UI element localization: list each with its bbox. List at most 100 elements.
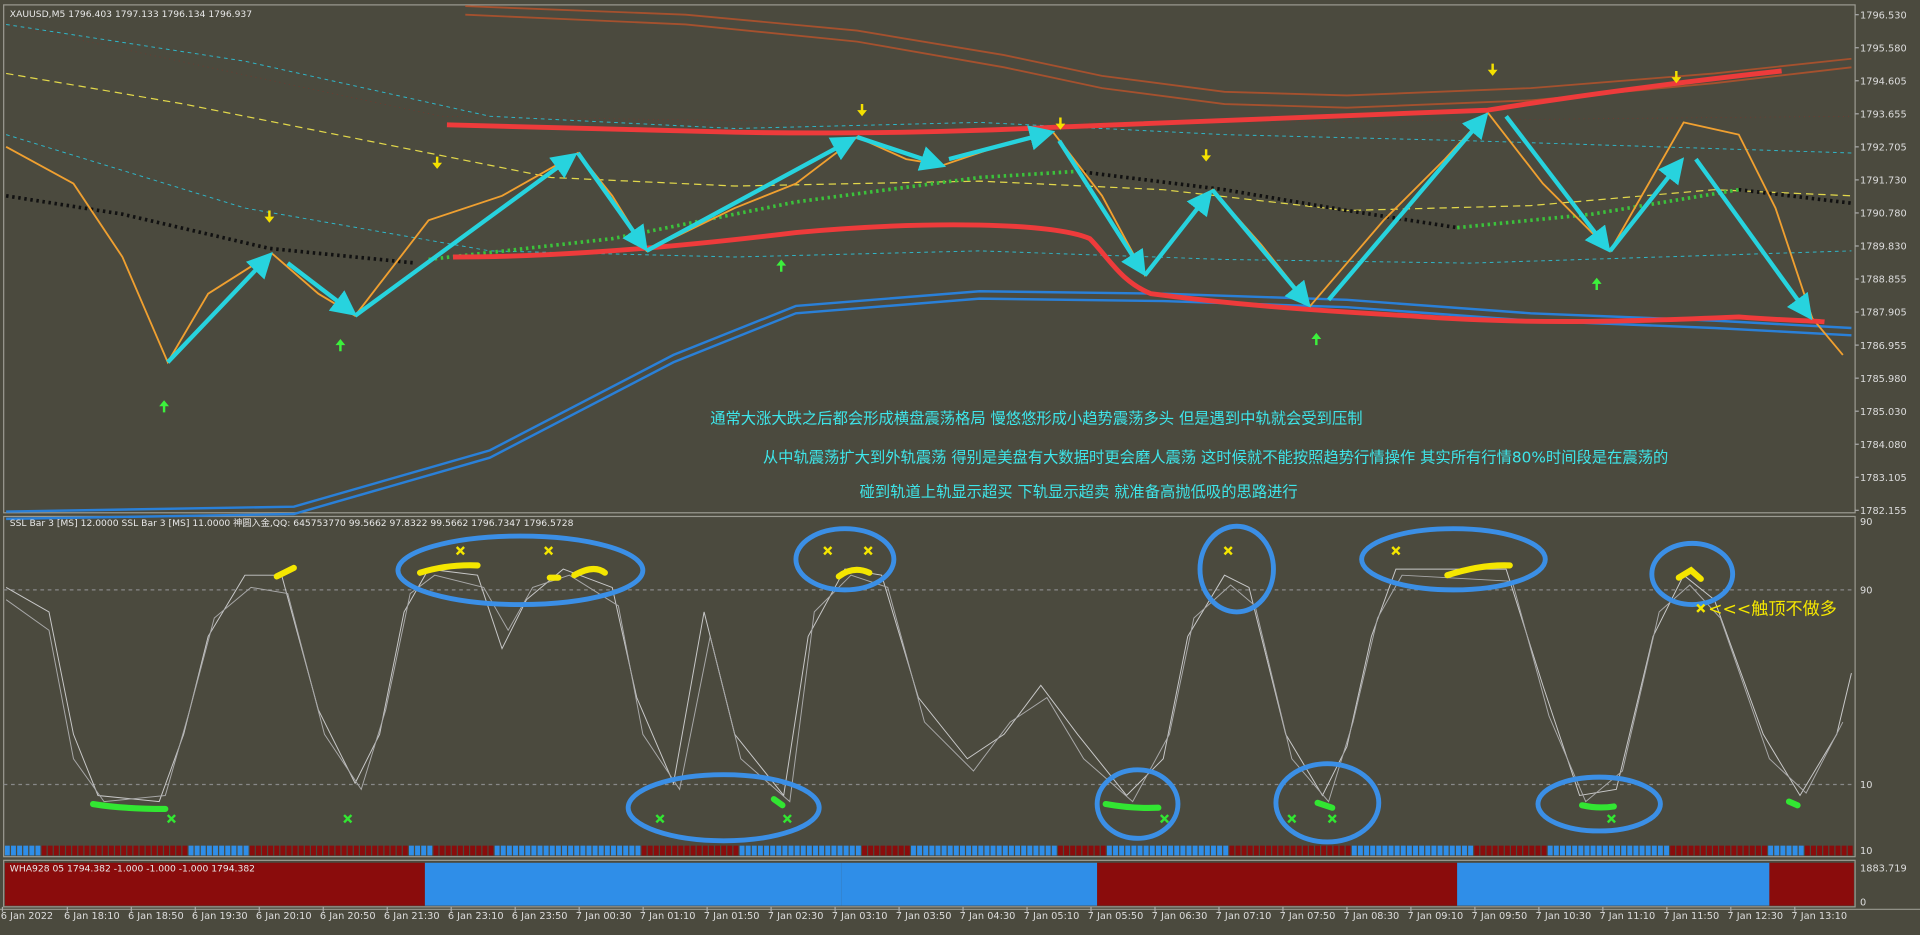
strip-cell: [794, 845, 800, 856]
strip-cell: [1682, 845, 1688, 856]
strip-cell: [604, 845, 610, 856]
strip-cell: [366, 845, 372, 856]
bottom-scale-label: 1883.719: [1860, 863, 1907, 874]
strip-cell: [874, 845, 880, 856]
strip-cell: [1106, 845, 1112, 856]
strip-cell: [1284, 845, 1290, 856]
strip-cell: [1088, 845, 1094, 856]
strip-cell: [825, 845, 831, 856]
strip-cell: [519, 845, 525, 856]
strip-cell: [60, 845, 65, 856]
time-label: 6 Jan 21:30: [384, 911, 440, 922]
strip-cell: [635, 845, 641, 856]
strip-cell: [1621, 845, 1627, 856]
strip-cell: [1645, 845, 1651, 856]
strip-cell: [396, 845, 402, 856]
strip-cell: [1633, 845, 1639, 856]
strip-cell: [690, 845, 696, 856]
strip-cell: [1590, 845, 1596, 856]
strip-cell: [1670, 845, 1676, 856]
time-label: 6 Jan 18:50: [128, 911, 184, 922]
strip-cell: [776, 845, 782, 856]
time-label: 6 Jan 18:10: [64, 911, 120, 922]
time-label: 7 Jan 01:10: [640, 911, 696, 922]
strip-cell: [249, 845, 255, 856]
price-label: 1793.655: [1860, 109, 1907, 120]
strip-cell: [47, 845, 53, 856]
bottom-scale-label: 0: [1860, 898, 1866, 909]
strip-cell: [782, 845, 788, 856]
strip-cell: [984, 845, 990, 856]
strip-cell: [1070, 845, 1076, 856]
price-overlays: [5, 5, 1852, 521]
strip-cell: [1768, 845, 1774, 856]
price-label: 1785.030: [1860, 407, 1907, 418]
strip-cell: [941, 845, 947, 856]
strip-cell: [304, 845, 310, 856]
strip-cell: [1351, 845, 1357, 856]
strip-cell: [1713, 845, 1718, 856]
strip-cell: [1033, 845, 1039, 856]
strip-cell: [562, 845, 567, 856]
strip-cell: [904, 845, 910, 856]
strip-cell: [500, 845, 506, 856]
strip-cell: [1321, 845, 1327, 856]
strip-cell: [917, 845, 923, 856]
time-label: 7 Jan 05:10: [1024, 911, 1080, 922]
time-label: 7 Jan 03:10: [832, 911, 888, 922]
price-label: 1790.780: [1860, 209, 1907, 220]
time-label: 6 Jan 19:30: [192, 911, 248, 922]
strip-cell: [1315, 845, 1320, 856]
strip-cell: [886, 845, 892, 856]
strip-cell: [1811, 845, 1816, 856]
strip-cell: [1357, 845, 1363, 856]
time-label: 7 Jan 07:50: [1280, 911, 1336, 922]
time-label: 6 Jan 23:50: [512, 911, 568, 922]
strip-cell: [1119, 845, 1125, 856]
strip-cell: [1039, 845, 1045, 856]
strip-cell: [1706, 845, 1712, 856]
strip-cell: [611, 845, 616, 856]
strip-cell: [341, 845, 347, 856]
strip-cell: [1082, 845, 1088, 856]
strip-cell: [813, 845, 818, 856]
time-label: 7 Jan 13:10: [1791, 911, 1847, 922]
strip-cell: [1045, 845, 1051, 856]
strip-cell: [35, 845, 41, 856]
strip-cell: [1051, 845, 1057, 856]
strip-cell: [837, 845, 843, 856]
strip-cell: [1486, 845, 1492, 856]
strip-cell: [1762, 845, 1767, 856]
strip-cell: [372, 845, 378, 856]
strip-cell: [84, 845, 90, 856]
strip-cell: [1664, 845, 1669, 856]
strip-cell: [1192, 845, 1198, 856]
strip-cell: [623, 845, 629, 856]
time-label: 7 Jan 09:10: [1408, 911, 1464, 922]
strip-cell: [745, 845, 751, 856]
strip-cell: [1566, 845, 1572, 856]
strip-cell: [1541, 845, 1547, 856]
strip-cell: [255, 845, 261, 856]
strip-cell: [1180, 845, 1186, 856]
strip-cell: [476, 845, 482, 856]
strip-cell: [757, 845, 763, 856]
strip-cell: [1657, 845, 1663, 856]
strip-cell: [464, 845, 469, 856]
indicator-scale-label: 10: [1860, 780, 1872, 791]
strip-cell: [978, 845, 984, 856]
time-label: 6 Jan 2022: [1, 911, 53, 922]
annotation: 碰到轨道上轨显示超买 下轨显示超卖 就准备高抛低吸的思路进行: [860, 483, 1298, 501]
strip-cell: [592, 845, 598, 856]
strip-cell: [1455, 845, 1461, 856]
strip-cell: [966, 845, 972, 856]
annotation: 通常大涨大跌之后都会形成横盘震荡格局 慢悠悠形成小趋势震荡多头 但是遇到中轨就会…: [710, 409, 1362, 427]
strip-cell: [1198, 845, 1204, 856]
strip-cell: [329, 845, 335, 856]
strip-cell: [176, 845, 182, 856]
strip-cell: [384, 845, 390, 856]
strip-cell: [1572, 845, 1578, 856]
price-label: 1788.855: [1860, 275, 1907, 286]
